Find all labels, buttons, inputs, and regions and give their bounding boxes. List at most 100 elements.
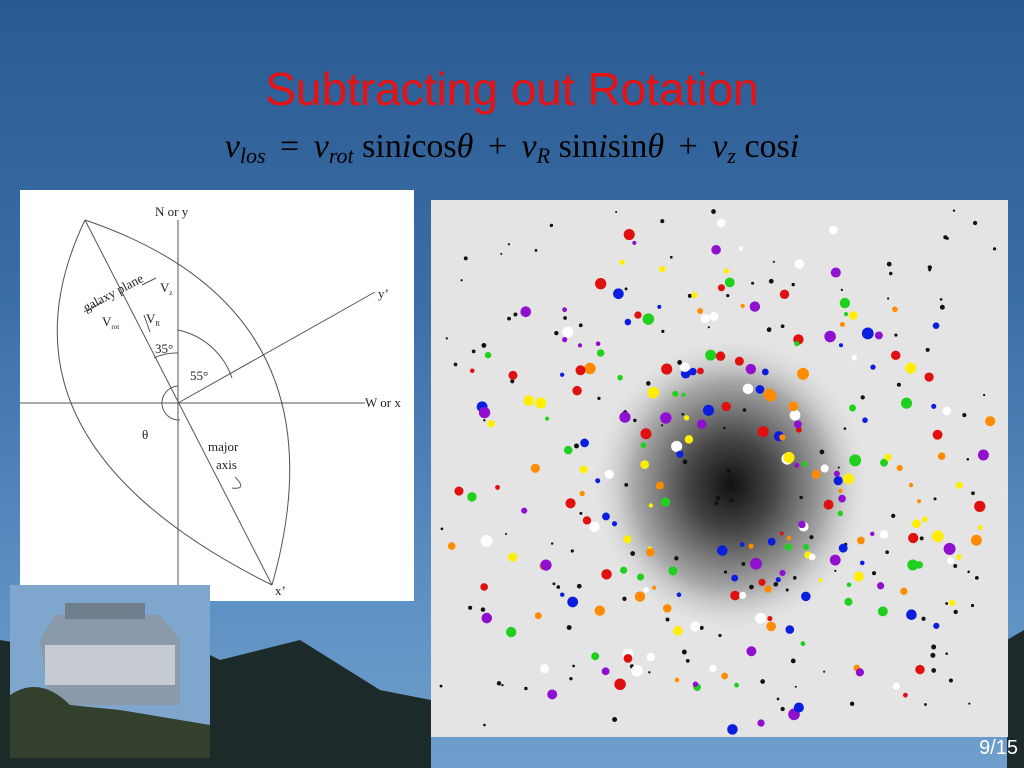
cluster-marker xyxy=(651,585,657,590)
star xyxy=(569,676,573,681)
star xyxy=(630,551,636,556)
star xyxy=(924,703,927,706)
cluster-marker xyxy=(800,641,806,647)
arc-55 xyxy=(177,329,233,379)
star xyxy=(939,298,943,301)
label: Vrot xyxy=(102,314,119,331)
cluster-marker xyxy=(673,626,683,636)
star xyxy=(563,316,567,320)
star xyxy=(799,495,803,500)
cluster-marker xyxy=(915,664,925,675)
cluster-marker xyxy=(640,442,647,448)
cluster-marker xyxy=(746,646,757,657)
cluster-marker xyxy=(876,582,885,590)
star xyxy=(967,570,970,574)
label: V xyxy=(102,314,112,329)
cluster-marker xyxy=(562,307,567,313)
label: R xyxy=(155,320,160,328)
cluster-marker xyxy=(617,374,623,381)
cluster-marker xyxy=(757,425,769,438)
star xyxy=(768,278,774,284)
cluster-marker xyxy=(691,292,698,299)
cluster-marker xyxy=(478,406,491,419)
building xyxy=(45,645,175,685)
cluster-marker xyxy=(911,519,921,529)
star xyxy=(791,282,795,287)
star xyxy=(751,281,755,285)
cluster-marker xyxy=(892,682,900,690)
star xyxy=(896,382,901,387)
star xyxy=(819,449,825,455)
star xyxy=(480,607,486,612)
star xyxy=(974,575,979,580)
cluster-marker xyxy=(949,599,956,607)
cluster-marker xyxy=(623,654,633,663)
cluster-marker xyxy=(705,349,717,361)
cluster-marker xyxy=(646,652,656,662)
star xyxy=(971,491,975,496)
cluster-marker xyxy=(655,484,661,490)
eq-symbol: i xyxy=(789,128,800,165)
cluster-marker xyxy=(582,516,592,525)
star xyxy=(681,412,685,416)
star xyxy=(669,255,673,259)
cluster-marker xyxy=(933,622,940,629)
label: V xyxy=(160,280,170,295)
cluster-marker xyxy=(789,409,801,421)
cluster-marker xyxy=(767,615,773,622)
cluster-marker xyxy=(562,326,574,338)
cluster-marker xyxy=(648,503,654,508)
cluster-marker xyxy=(838,343,843,348)
cluster-marker xyxy=(823,499,834,510)
star xyxy=(718,633,722,638)
cluster-marker xyxy=(946,557,954,565)
cluster-marker xyxy=(523,395,535,406)
star xyxy=(860,395,865,400)
cluster-marker xyxy=(818,578,823,583)
cluster-marker xyxy=(851,355,857,361)
cluster-marker xyxy=(838,543,848,553)
telescope-photo xyxy=(10,585,210,758)
cluster-marker xyxy=(521,507,528,514)
star xyxy=(674,556,679,561)
cluster-marker xyxy=(764,585,772,593)
cluster-marker xyxy=(660,497,671,507)
label: rot xyxy=(111,323,119,331)
star xyxy=(919,536,924,541)
cluster-marker xyxy=(758,578,766,586)
star xyxy=(500,252,503,255)
cluster-marker xyxy=(623,229,635,241)
label: z xyxy=(169,289,172,297)
cluster-marker xyxy=(896,464,903,472)
cluster-marker xyxy=(530,463,540,473)
cluster-marker xyxy=(619,411,631,423)
cluster-marker xyxy=(700,313,710,324)
star xyxy=(711,209,716,214)
star xyxy=(685,659,690,663)
label: θ xyxy=(142,427,148,442)
star xyxy=(483,419,486,422)
cluster-marker xyxy=(783,451,795,464)
star xyxy=(660,219,665,224)
star xyxy=(809,535,814,540)
star xyxy=(622,596,627,601)
star xyxy=(534,248,538,252)
cluster-marker xyxy=(757,719,765,727)
star xyxy=(933,497,937,501)
cluster-marker xyxy=(676,450,684,458)
cluster-marker xyxy=(579,465,588,474)
cluster-marker xyxy=(567,596,579,608)
eq-op: + xyxy=(678,128,698,165)
cluster-marker xyxy=(697,308,704,314)
eq-op: = xyxy=(280,128,300,165)
star xyxy=(566,625,572,631)
star xyxy=(524,686,528,691)
star xyxy=(945,652,948,655)
cluster-marker xyxy=(661,363,673,375)
star xyxy=(496,681,502,686)
eq-symbol: v xyxy=(224,128,240,165)
cluster-marker xyxy=(830,267,841,278)
eq-symbol: θ xyxy=(647,128,665,165)
star xyxy=(837,466,840,469)
cluster-marker xyxy=(749,301,761,312)
